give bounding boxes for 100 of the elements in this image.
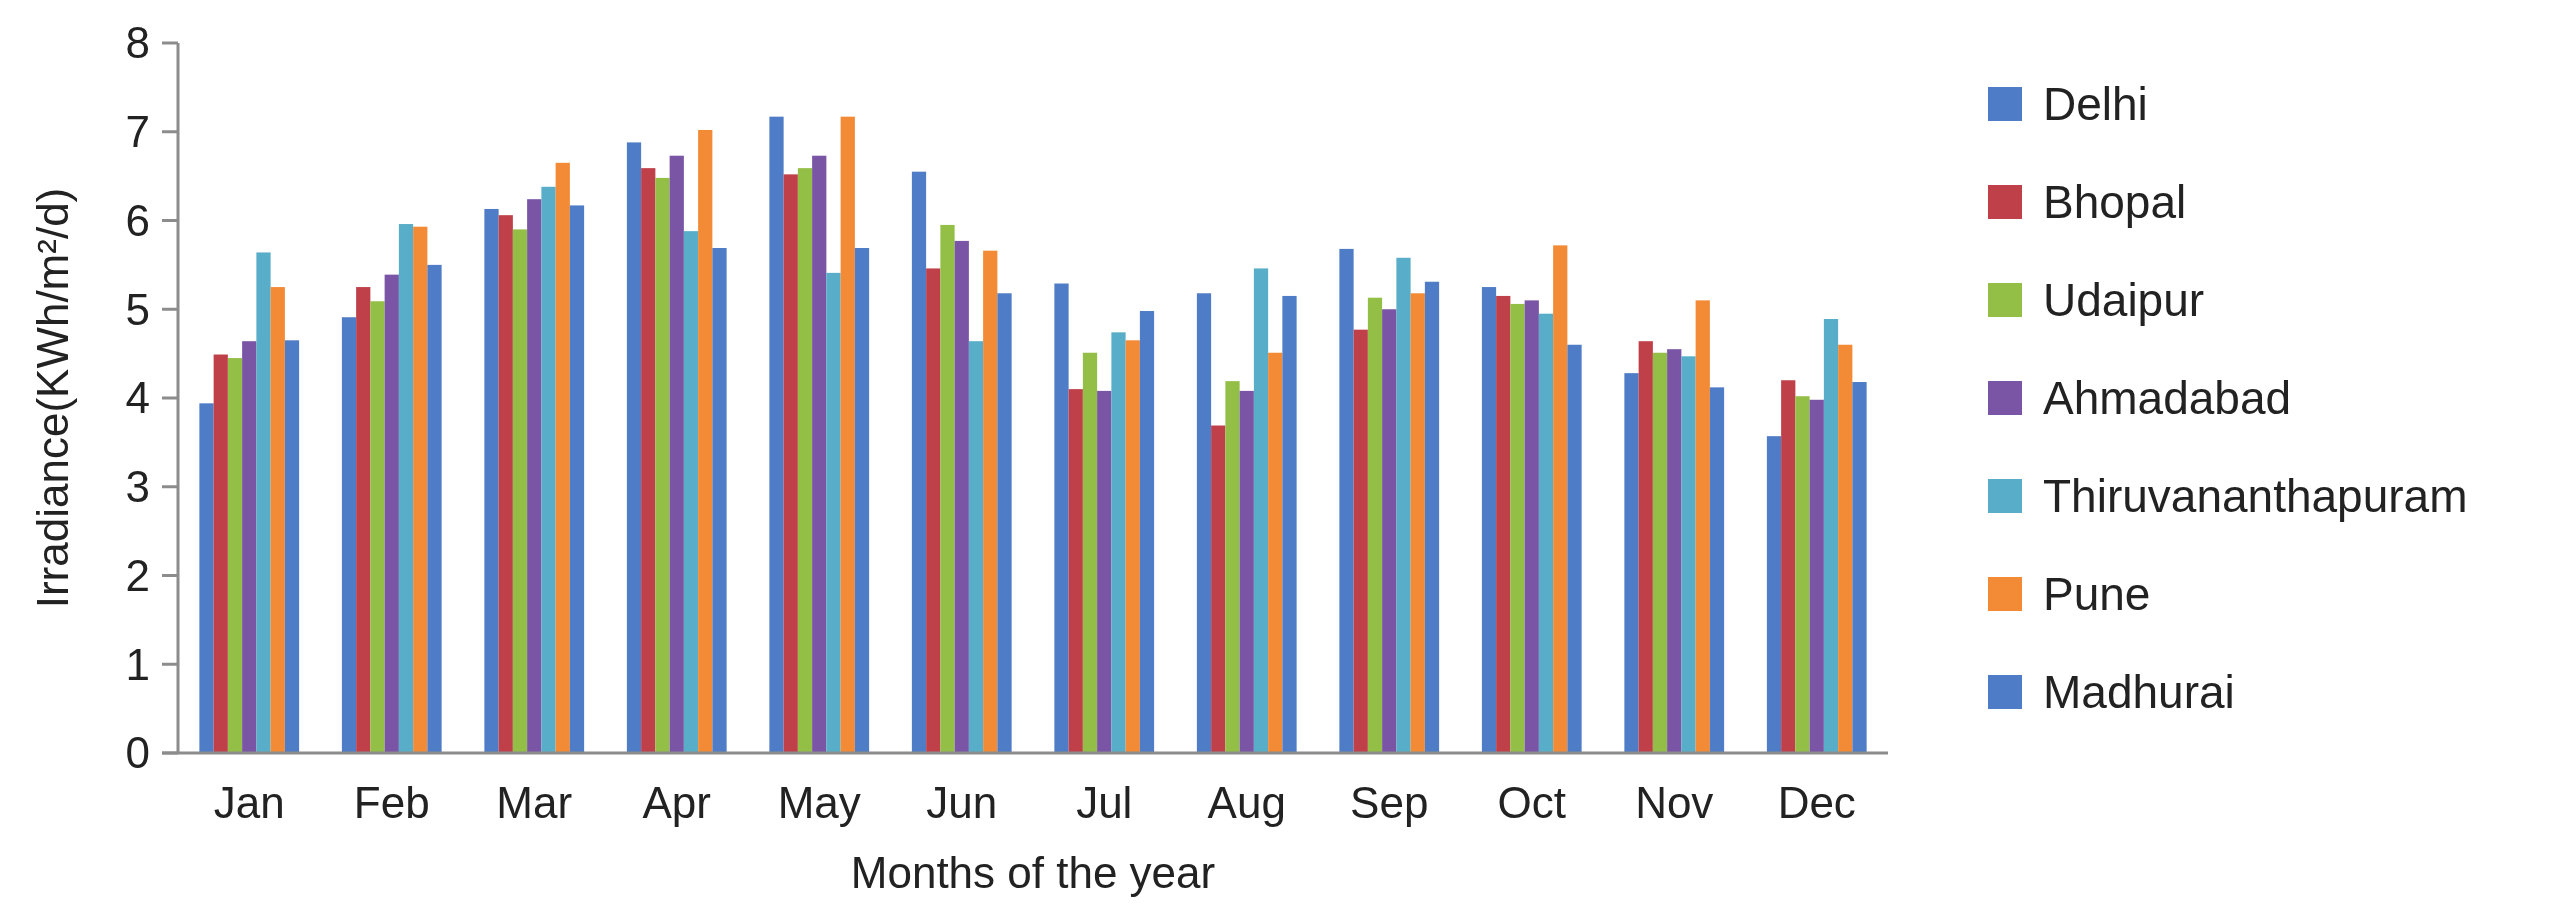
bar xyxy=(1253,268,1269,753)
y-tick-label: 1 xyxy=(125,639,150,689)
bar xyxy=(1410,293,1425,753)
bar xyxy=(1367,297,1383,753)
bar xyxy=(1652,352,1668,753)
bar xyxy=(1068,389,1083,753)
bar xyxy=(1339,248,1354,753)
bar xyxy=(370,301,385,753)
bar xyxy=(1139,311,1155,753)
bar xyxy=(398,224,414,753)
bar xyxy=(1766,436,1782,753)
bar xyxy=(1054,283,1069,753)
bar xyxy=(683,231,699,753)
bar xyxy=(242,341,257,753)
x-tick-label: Aug xyxy=(1207,778,1286,827)
x-axis-title: Months of the year xyxy=(850,848,1216,897)
bar xyxy=(199,403,214,753)
bar xyxy=(527,199,542,753)
bar xyxy=(1211,425,1226,753)
bar xyxy=(997,293,1012,753)
y-tick-label: 3 xyxy=(125,462,150,512)
bar xyxy=(1396,257,1411,753)
bar xyxy=(356,287,371,753)
bar xyxy=(1382,309,1397,753)
bar xyxy=(1268,352,1283,753)
y-tick-label: 6 xyxy=(125,195,150,245)
x-tick-label: Sep xyxy=(1350,778,1429,827)
bar xyxy=(1567,344,1582,753)
x-tick-label: Dec xyxy=(1777,778,1856,827)
y-tick-label: 2 xyxy=(125,550,150,600)
bar xyxy=(1667,349,1682,753)
bar xyxy=(1353,329,1368,753)
bar xyxy=(1225,381,1240,753)
bar xyxy=(427,264,442,753)
bar xyxy=(954,240,969,753)
bar xyxy=(826,272,841,753)
legend-label: Pune xyxy=(2043,568,2151,621)
legend-label: Udaipur xyxy=(2043,274,2205,327)
bar xyxy=(983,250,998,753)
bar xyxy=(1538,313,1554,753)
bar xyxy=(1709,387,1725,753)
legend-label: Delhi xyxy=(2043,78,2148,131)
bar xyxy=(1638,341,1653,753)
bar xyxy=(284,340,300,753)
bar xyxy=(1695,300,1710,753)
bar xyxy=(498,215,513,753)
bar xyxy=(541,186,556,753)
bar xyxy=(213,354,228,753)
bar xyxy=(484,208,499,753)
bar xyxy=(1125,340,1140,753)
bar xyxy=(512,229,528,753)
x-tick-label: Feb xyxy=(353,778,430,827)
x-tick-label: Jul xyxy=(1076,778,1133,827)
x-tick-label: Apr xyxy=(642,778,711,827)
legend-label: Thiruvananthapuram xyxy=(2043,470,2468,523)
bar xyxy=(555,162,570,753)
bar xyxy=(1481,287,1497,753)
bar xyxy=(783,174,798,753)
y-axis-title: Irradiance(KWh/m²/d) xyxy=(28,187,77,609)
bar xyxy=(812,155,827,753)
bar xyxy=(926,268,941,753)
bar xyxy=(1097,390,1112,753)
bar xyxy=(626,142,642,753)
x-tick-label: Nov xyxy=(1635,778,1714,827)
bar xyxy=(1809,399,1824,753)
bar xyxy=(1424,281,1440,753)
bar xyxy=(1111,332,1126,753)
bar xyxy=(1196,293,1212,753)
bar xyxy=(968,341,984,753)
bar xyxy=(911,171,927,753)
bar xyxy=(940,224,955,753)
y-tick-label: 8 xyxy=(125,18,150,68)
legend-label: Madhurai xyxy=(2043,666,2235,719)
bar xyxy=(256,252,271,753)
bar xyxy=(698,129,713,753)
bar xyxy=(797,168,813,753)
x-tick-label: Oct xyxy=(1497,778,1566,827)
bar xyxy=(384,274,399,753)
legend-label: Bhopal xyxy=(2043,176,2187,229)
bar xyxy=(1510,303,1525,753)
bar xyxy=(669,155,684,753)
bar xyxy=(227,358,243,753)
y-tick-label: 5 xyxy=(125,284,150,334)
bar xyxy=(655,177,670,753)
bar xyxy=(1852,382,1867,753)
bar xyxy=(854,248,870,753)
bar xyxy=(1239,390,1254,753)
bar xyxy=(1496,295,1511,753)
x-tick-label: May xyxy=(777,778,861,827)
bar xyxy=(413,226,428,753)
x-tick-label: Jan xyxy=(213,778,285,827)
y-tick-label: 7 xyxy=(125,107,150,157)
bar xyxy=(270,287,285,753)
bar xyxy=(840,116,855,753)
bar xyxy=(1082,352,1098,753)
bar xyxy=(1781,380,1796,753)
bar xyxy=(641,168,656,753)
bar xyxy=(341,317,357,753)
bar xyxy=(1838,344,1853,753)
bar xyxy=(1282,295,1297,753)
